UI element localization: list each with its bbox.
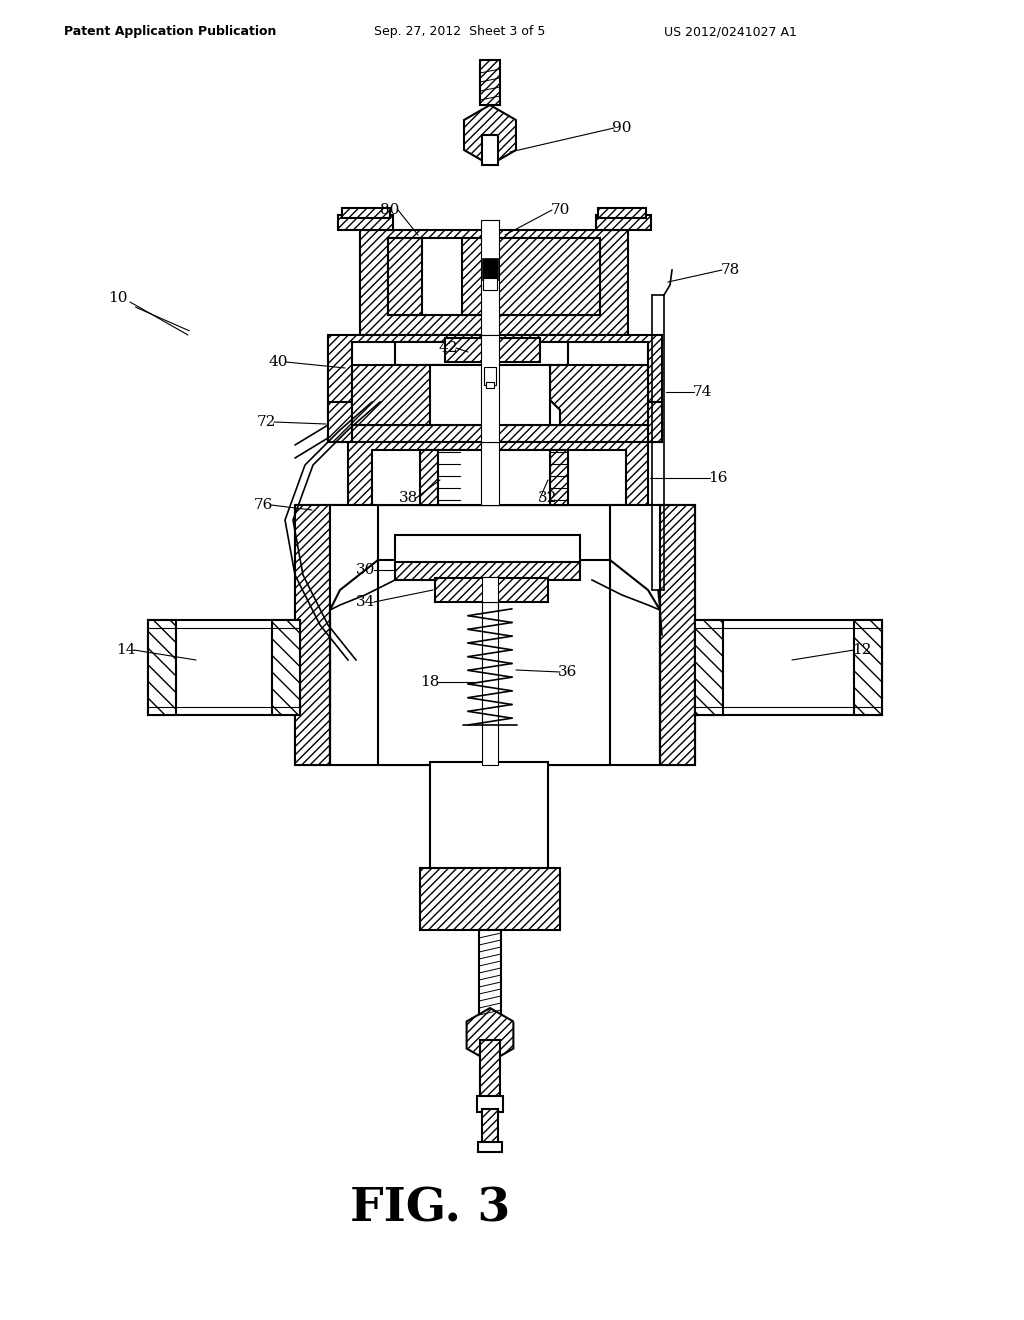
Text: 42: 42 bbox=[438, 341, 458, 355]
Polygon shape bbox=[272, 620, 300, 715]
Polygon shape bbox=[330, 506, 378, 766]
Polygon shape bbox=[360, 230, 628, 335]
Text: 18: 18 bbox=[420, 675, 439, 689]
Bar bbox=[483, 279, 497, 290]
Text: 14: 14 bbox=[117, 643, 136, 657]
Text: Patent Application Publication: Patent Application Publication bbox=[63, 25, 276, 38]
Bar bbox=[342, 209, 390, 218]
Text: 36: 36 bbox=[558, 665, 578, 678]
Text: 16: 16 bbox=[709, 471, 728, 484]
Text: 38: 38 bbox=[398, 491, 418, 506]
Text: 40: 40 bbox=[268, 355, 288, 370]
Bar bbox=[481, 442, 499, 506]
Polygon shape bbox=[648, 403, 662, 442]
Text: 30: 30 bbox=[356, 564, 376, 577]
Text: FIG. 3: FIG. 3 bbox=[350, 1185, 510, 1232]
Polygon shape bbox=[660, 506, 695, 766]
Polygon shape bbox=[378, 560, 610, 766]
Polygon shape bbox=[420, 869, 560, 931]
Bar bbox=[482, 257, 498, 280]
Text: 70: 70 bbox=[550, 203, 569, 216]
Polygon shape bbox=[352, 342, 648, 425]
Bar bbox=[478, 1142, 502, 1152]
Bar bbox=[482, 135, 498, 165]
Text: 34: 34 bbox=[356, 595, 376, 609]
Polygon shape bbox=[395, 535, 580, 565]
Polygon shape bbox=[420, 450, 438, 506]
Polygon shape bbox=[388, 238, 422, 315]
Text: 90: 90 bbox=[612, 121, 632, 135]
Polygon shape bbox=[328, 403, 352, 442]
Bar bbox=[482, 1109, 498, 1144]
Bar bbox=[598, 209, 646, 218]
Text: 72: 72 bbox=[256, 414, 275, 429]
Polygon shape bbox=[462, 238, 600, 315]
Bar bbox=[481, 220, 499, 335]
Polygon shape bbox=[372, 450, 626, 506]
Polygon shape bbox=[295, 506, 330, 766]
Bar bbox=[484, 367, 496, 385]
Polygon shape bbox=[467, 1008, 513, 1063]
Polygon shape bbox=[695, 620, 723, 715]
Bar bbox=[480, 59, 500, 106]
Polygon shape bbox=[328, 335, 662, 442]
Text: 12: 12 bbox=[852, 643, 871, 657]
Text: 80: 80 bbox=[380, 203, 399, 216]
Bar bbox=[596, 215, 651, 230]
Polygon shape bbox=[348, 442, 648, 506]
Text: Sep. 27, 2012  Sheet 3 of 5: Sep. 27, 2012 Sheet 3 of 5 bbox=[375, 25, 546, 38]
Bar bbox=[481, 335, 499, 442]
Bar bbox=[482, 601, 498, 766]
Polygon shape bbox=[610, 506, 660, 766]
Bar bbox=[482, 577, 498, 602]
Polygon shape bbox=[854, 620, 882, 715]
Text: 76: 76 bbox=[253, 498, 272, 512]
Text: 10: 10 bbox=[109, 290, 128, 305]
Bar bbox=[486, 381, 494, 388]
Bar bbox=[338, 215, 393, 230]
Polygon shape bbox=[430, 366, 550, 425]
Bar bbox=[477, 1096, 503, 1111]
Polygon shape bbox=[395, 342, 568, 366]
Polygon shape bbox=[395, 562, 580, 579]
Polygon shape bbox=[695, 620, 882, 715]
Text: 78: 78 bbox=[720, 263, 739, 277]
Text: US 2012/0241027 A1: US 2012/0241027 A1 bbox=[664, 25, 797, 38]
Text: 74: 74 bbox=[692, 385, 712, 399]
Text: 32: 32 bbox=[539, 491, 558, 506]
Bar bbox=[480, 1040, 500, 1100]
Polygon shape bbox=[438, 450, 550, 506]
Polygon shape bbox=[388, 238, 600, 315]
Polygon shape bbox=[295, 506, 695, 766]
Polygon shape bbox=[464, 106, 516, 165]
Polygon shape bbox=[352, 366, 440, 425]
Polygon shape bbox=[550, 450, 568, 506]
Polygon shape bbox=[550, 366, 648, 425]
Polygon shape bbox=[430, 762, 548, 870]
Polygon shape bbox=[148, 620, 300, 715]
Polygon shape bbox=[445, 338, 540, 362]
Polygon shape bbox=[435, 578, 548, 602]
Bar bbox=[479, 931, 501, 1022]
Polygon shape bbox=[148, 620, 176, 715]
